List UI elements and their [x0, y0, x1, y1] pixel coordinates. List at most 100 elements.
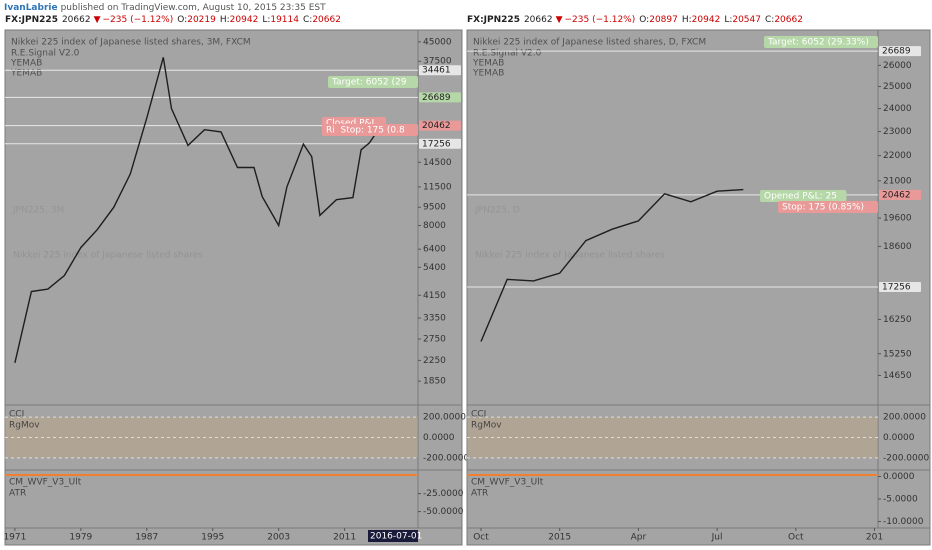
ohlc-label: C: — [765, 15, 774, 25]
study-label: YEMAB — [10, 69, 42, 79]
price-tag — [879, 281, 921, 292]
trade-note-label: Target: 6052 (29.33%) — [767, 38, 869, 48]
price-tag-label: 26689 — [422, 93, 451, 103]
cci-tick-label: -200.0000 — [883, 453, 929, 463]
watermark-subtitle: Nikkei 225 index of Japanese listed shar… — [13, 251, 203, 261]
wvf-tick-label: -25.0000 — [423, 489, 464, 499]
y-tick-label: 5400 — [423, 263, 446, 273]
cci-sublabel: RgMov — [471, 421, 502, 431]
price-tag — [419, 138, 461, 149]
cursor-date-tag — [368, 530, 418, 542]
y-tick-label: 14500 — [423, 158, 452, 168]
x-tick-label: 1995 — [201, 533, 224, 543]
x-tick-label: 1979 — [69, 533, 92, 543]
symbol-line: FX:JPN225 20662 ▼ −235 (−1.12%) O:20897 H:209… — [467, 15, 803, 25]
cci-tick-label: -200.0000 — [423, 453, 469, 463]
y-tick-label: 23000 — [883, 127, 912, 137]
study-label: YEMAB — [472, 59, 504, 69]
x-tick-label: Oct — [473, 533, 489, 543]
x-tick-label: 1971 — [3, 533, 26, 543]
chart-title: Nikkei 225 index of Japanese listed shar… — [473, 38, 706, 48]
wvf-tick-label: -50.0000 — [423, 507, 464, 517]
y-tick-label: 11500 — [423, 182, 452, 192]
trade-note — [328, 76, 418, 88]
x-tick-label: Jul — [711, 533, 723, 543]
change-arrow: ▼ — [556, 15, 563, 25]
trade-note-label: Target: 6052 (29 — [331, 78, 407, 88]
cci-label: CCI — [471, 410, 486, 420]
trade-note — [764, 36, 878, 48]
price-tag — [419, 120, 461, 131]
price-tag-label: 17256 — [422, 139, 451, 149]
y-tick-label: 15250 — [883, 349, 912, 359]
price-tag-label: 26689 — [882, 47, 911, 57]
y-tick-label: 2250 — [423, 356, 446, 366]
publish-line: IvanLabrie published on TradingView.com, … — [4, 3, 326, 13]
ohlc-label: H: — [220, 15, 230, 25]
watermark: JPN225, 3M — [12, 206, 64, 216]
study-label: YEMAB — [10, 59, 42, 69]
price-tag — [879, 46, 921, 57]
y-tick-label: 22000 — [883, 151, 912, 161]
ohlc-value: 20219 — [187, 15, 216, 25]
cci-tick-label: 0.0000 — [423, 433, 455, 443]
watermark-subtitle: Nikkei 225 index of Japanese listed shar… — [475, 251, 665, 261]
y-tick-label: 24000 — [883, 104, 912, 114]
study-label: R.E.Signal V2.0 — [473, 49, 542, 59]
ohlc-label: O: — [639, 15, 649, 25]
ohlc-value: 20942 — [692, 15, 721, 25]
trade-note — [760, 190, 847, 202]
y-tick-label: 18600 — [883, 242, 912, 252]
price-tag-label: 17256 — [882, 282, 911, 292]
y-tick-label: 4150 — [423, 291, 446, 301]
cci-tick-label: 200.0000 — [423, 413, 466, 423]
watermark: JPN225, D — [474, 206, 520, 216]
y-tick-label: 45000 — [423, 37, 452, 47]
y-tick-label: 8000 — [423, 221, 446, 231]
trade-note — [778, 201, 878, 213]
y-tick-label: 37500 — [423, 57, 452, 67]
wvf-label: CM_WVF_V3_Ult — [471, 478, 544, 488]
price-tag-label: 20462 — [882, 190, 911, 200]
last-price: 20662 — [524, 15, 553, 25]
price-tag-label: 20462 — [422, 121, 451, 131]
cci-tick-label: 0.0000 — [883, 433, 915, 443]
price-tag-label: 34461 — [422, 66, 451, 76]
ohlc-label: O: — [177, 15, 187, 25]
y-tick-label: 9500 — [423, 203, 446, 213]
y-tick-label: 1850 — [423, 377, 446, 387]
ohlc-value: 20942 — [230, 15, 259, 25]
x-tick-label: 2011 — [333, 533, 356, 543]
change: −235 (−1.12%) — [103, 15, 174, 25]
y-tick-label: 26000 — [883, 61, 912, 71]
chart-pane — [4, 29, 463, 546]
trade-note-label: Closed P&L — [326, 119, 377, 129]
x-tick-label: 201 — [866, 533, 883, 543]
trade-note — [322, 124, 418, 136]
y-tick-label: 21000 — [883, 176, 912, 186]
price-line — [14, 57, 383, 363]
y-tick-label: 2750 — [423, 335, 446, 345]
study-label: R.E.Signal V2.0 — [11, 49, 80, 59]
change-arrow: ▼ — [94, 15, 101, 25]
ohlc-value: 20662 — [774, 15, 803, 25]
price-line — [480, 188, 744, 342]
wvf-tick-label: 0.0000 — [883, 472, 915, 482]
ohlc-label: L: — [262, 15, 270, 25]
wvf-tick-label: -5.0000 — [883, 495, 918, 505]
symbol: FX:JPN225 — [5, 15, 58, 25]
ohlc-label: H: — [682, 15, 692, 25]
trade-note-label: Opened P&L: 25 — [764, 192, 837, 202]
ohlc-label: L: — [724, 15, 732, 25]
trade-note-label: Stop: 175 (0.85%) — [782, 203, 864, 213]
ohlc-value: 20662 — [312, 15, 341, 25]
symbol-line: FX:JPN225 20662 ▼ −235 (−1.12%) O:20219 H:209… — [5, 15, 341, 25]
y-tick-label: 3350 — [423, 314, 446, 324]
price-tag — [419, 65, 461, 76]
ohlc-value: 19114 — [270, 15, 299, 25]
ohlc-value: 20547 — [732, 15, 761, 25]
x-tick-label: 2015 — [548, 533, 571, 543]
ohlc-value: 20897 — [649, 15, 678, 25]
wvf-tick-label: -10.0000 — [883, 517, 924, 527]
x-tick-label: Oct — [788, 533, 804, 543]
